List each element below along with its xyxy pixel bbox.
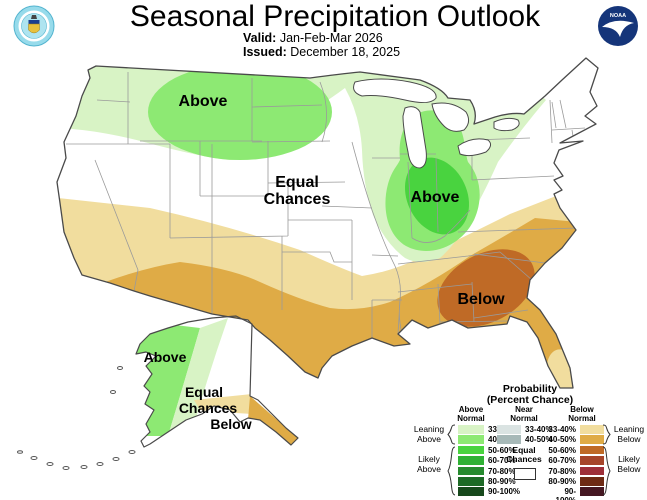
issued-value: December 18, 2025	[290, 45, 401, 59]
legend-swatch-above	[458, 477, 484, 486]
region-above-montana	[148, 64, 332, 160]
brace-leaning-above-icon	[447, 424, 456, 445]
legend-pct-above: 50-60%	[488, 445, 516, 455]
brace-likely-above-icon	[447, 446, 456, 496]
legend-pct-near: 33-40%	[525, 425, 553, 434]
aleutian-islands	[17, 366, 136, 470]
legend-swatch-above	[458, 435, 484, 444]
valid-label: Valid:	[243, 31, 277, 45]
legend-swatch-below	[580, 435, 604, 444]
lake-michigan	[402, 106, 427, 169]
region-below-50-60	[437, 249, 535, 327]
legend-header-below: Below Normal	[568, 405, 596, 423]
legend-swatch-above	[458, 487, 484, 496]
brace-likely-below-icon	[602, 446, 611, 496]
legend-pct-above: 80-90%	[488, 477, 516, 486]
legend-header-near: Near Normal	[510, 405, 538, 423]
noaa-seal-icon: NOAA	[598, 6, 638, 47]
legend-pct-near: 40-50%	[525, 435, 553, 445]
legend-swatch-near	[497, 435, 521, 444]
commerce-seal-icon	[13, 5, 55, 47]
label-ak-equal-line2: Chances	[179, 400, 238, 416]
legend-swatch-below	[580, 487, 604, 496]
legend-pct-below: 80-90%	[548, 477, 576, 486]
valid-line: Valid: Jan-Feb-Mar 2026	[243, 31, 383, 45]
label-ak-below: Below	[210, 416, 251, 432]
legend-likely-below: Likely Below	[617, 454, 641, 474]
alaska-outline	[135, 315, 299, 448]
ak-region-above-33-40	[168, 318, 228, 436]
legend-pct-below: 50-60%	[548, 445, 576, 455]
lake-superior	[353, 78, 437, 104]
issued-line: Issued: December 18, 2025	[243, 45, 400, 59]
legend-header-above: Above Normal	[457, 405, 485, 423]
label-equal-chances-line1: Equal	[275, 174, 319, 191]
legend-swatch-below	[580, 445, 604, 455]
legend-pct-below: 33-40%	[548, 425, 576, 434]
legend-leaning-above: Leaning Above	[413, 424, 445, 444]
legend-title-line1: Probability	[502, 383, 558, 395]
lake-erie	[457, 138, 492, 157]
legend-swatch-above	[458, 425, 484, 434]
legend-braces	[447, 424, 611, 496]
legend-pct-below: 40-50%	[548, 435, 576, 445]
probability-legend: Probability (Percent Chance) Above Norma…	[410, 384, 647, 500]
brace-leaning-below-icon	[602, 424, 611, 445]
lake-ontario	[493, 117, 520, 132]
legend-likely-above: Likely Above	[416, 454, 442, 474]
valid-value: Jan-Feb-Mar 2026	[279, 31, 383, 45]
legend-pct-below: 90-100%	[556, 487, 576, 500]
legend-swatch-above	[458, 445, 484, 455]
legend-swatch-above	[458, 456, 484, 465]
legend-swatch-near	[497, 425, 521, 434]
legend-swatch-below	[580, 477, 604, 486]
legend-leaning-below: Leaning Below	[613, 424, 645, 444]
label-below-southeast: Below	[457, 291, 505, 308]
legend-pct-above: 60-70%	[488, 456, 516, 466]
label-above-northwest: Above	[179, 93, 228, 110]
seal-eagle	[31, 15, 37, 19]
page-title: Seasonal Precipitation Outlook	[129, 0, 541, 33]
legend-pct-below: 60-70%	[548, 456, 576, 466]
label-above-midwest: Above	[411, 189, 460, 206]
legend-swatch-below	[580, 425, 604, 434]
legend-title-line2: (Percent Chance)	[486, 394, 574, 406]
legend-pct-below: 70-80%	[548, 466, 576, 476]
noaa-text: NOAA	[610, 13, 626, 19]
issued-label: Issued:	[243, 45, 287, 59]
label-ak-equal-line1: Equal	[185, 384, 223, 400]
label-equal-chances-line2: Chances	[264, 191, 331, 208]
legend-equal-chances-label: Equal Chances	[506, 445, 542, 464]
label-ak-above: Above	[144, 349, 187, 365]
legend-pct-above: 70-80%	[488, 466, 516, 476]
conus-outline	[56, 57, 599, 389]
ak-region-below-40-50	[248, 396, 298, 446]
legend-swatch-below	[580, 456, 604, 465]
legend-pct-above: 90-100%	[488, 487, 521, 497]
legend-swatch-below	[580, 466, 604, 476]
noaa-gull	[602, 20, 634, 37]
legend-equal-chances-swatch	[514, 468, 536, 480]
legend-swatch-above	[458, 466, 484, 476]
lake-huron	[431, 102, 470, 132]
great-lakes	[353, 78, 520, 169]
legend-title: Probability (Percent Chance)	[430, 384, 630, 406]
